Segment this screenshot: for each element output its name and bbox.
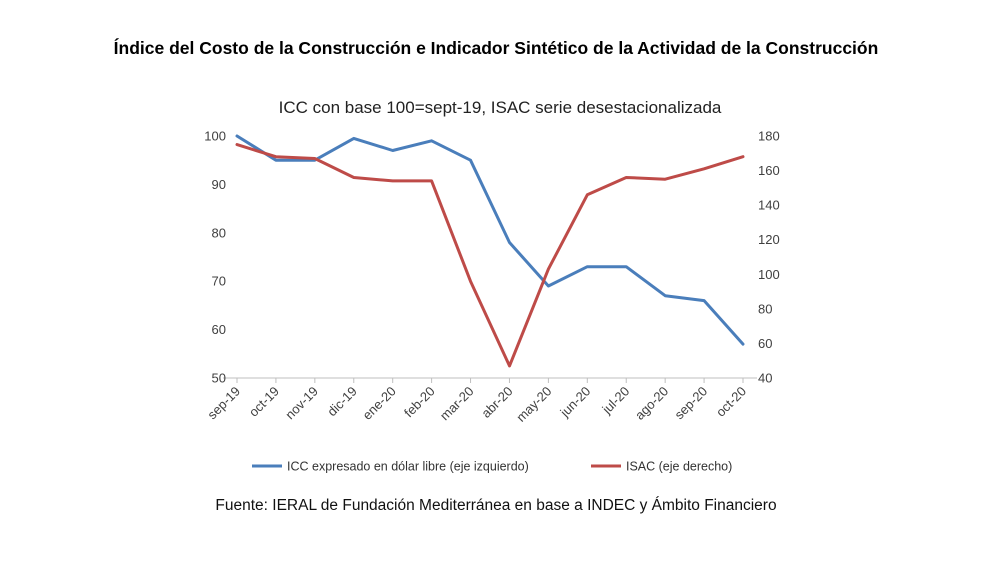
y-right-tick-label: 140: [758, 198, 780, 213]
icc-series-line: [235, 134, 745, 346]
x-tick-label: may-20: [513, 384, 554, 425]
x-tick-label: sep-19: [204, 384, 243, 423]
x-tick-label: ago-20: [632, 384, 671, 423]
chart-title: Índice del Costo de la Construcción e In…: [113, 38, 879, 58]
y-right-tick-label: 40: [758, 371, 772, 386]
y-right-tick-label: 100: [758, 267, 780, 282]
x-tick-label: nov-19: [282, 384, 321, 423]
x-tick-label: jun-20: [557, 384, 594, 421]
x-tick-label: oct-19: [246, 384, 282, 420]
y-right-tick-label: 120: [758, 232, 780, 247]
x-tick-label: abr-20: [478, 384, 515, 421]
legend-label-isac: ISAC (eje derecho): [626, 460, 732, 474]
y-left-tick-label: 60: [212, 322, 226, 337]
x-tick-label: ene-20: [360, 384, 399, 423]
x-tick-label: feb-20: [401, 384, 438, 421]
y-right-tick-label: 160: [758, 163, 780, 178]
chart-subtitle: ICC con base 100=sept-19, ISAC serie des…: [278, 98, 722, 117]
y-right-tick-label: 80: [758, 301, 772, 316]
y-left-tick-label: 90: [212, 177, 226, 192]
x-tick-label: dic-19: [324, 384, 360, 420]
y-left-tick-label: 50: [212, 371, 226, 386]
x-tick-label: sep-20: [671, 384, 710, 423]
x-tick-label: jul-20: [599, 384, 633, 418]
y-left-tick-label: 80: [212, 225, 226, 240]
legend-label-icc: ICC expresado en dólar libre (eje izquie…: [287, 460, 529, 474]
x-tick-label: oct-20: [713, 384, 749, 420]
isac-series-line: [235, 143, 745, 368]
y-right-tick-label: 60: [758, 336, 772, 351]
y-left-tick-label: 100: [204, 129, 226, 144]
y-left-tick-label: 70: [212, 274, 226, 289]
source-note: Fuente: IERAL de Fundación Mediterránea …: [215, 497, 777, 514]
x-tick-label: mar-20: [437, 384, 477, 424]
y-right-tick-label: 180: [758, 129, 780, 144]
